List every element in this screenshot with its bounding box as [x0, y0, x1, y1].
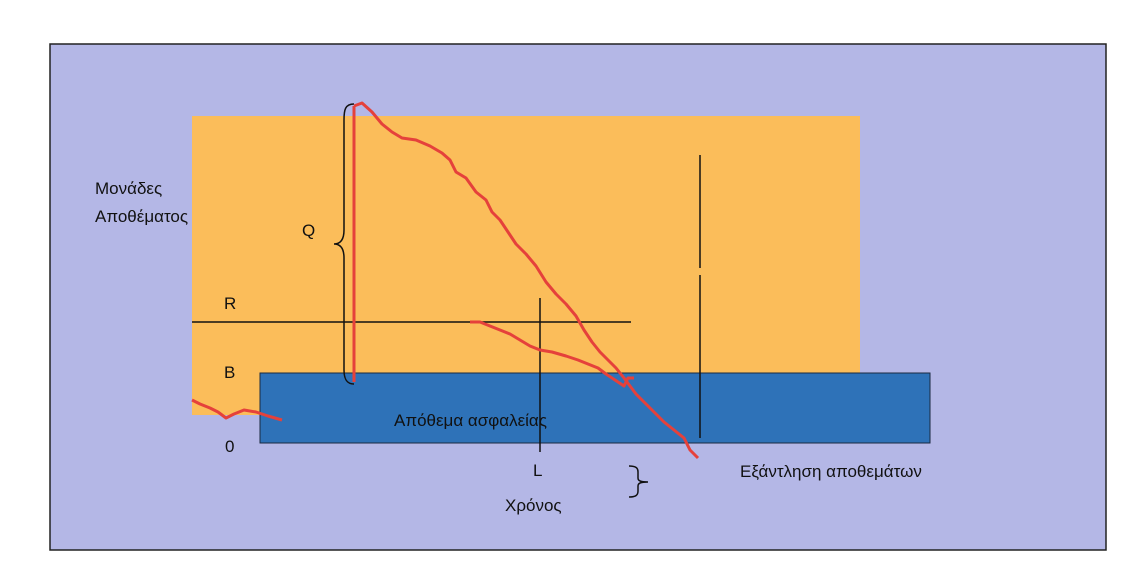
- zero-label: 0: [225, 437, 234, 456]
- q-brace: [333, 103, 355, 385]
- alternate-depletion-curve: [470, 320, 634, 388]
- x-axis-label: Χρόνος: [505, 496, 562, 515]
- b-label: B: [224, 363, 235, 382]
- stockout-brace: [628, 465, 649, 498]
- q-label: Q: [302, 221, 315, 240]
- stockout-label: Εξάντληση αποθεμάτων: [740, 462, 922, 481]
- safety-stock-label: Απόθεμα ασφαλείας: [394, 411, 547, 430]
- depletion-curve: [353, 101, 700, 460]
- origin-squiggle: [191, 398, 283, 422]
- inventory-area: [192, 116, 860, 415]
- y-axis-label-line1: Μονάδες: [95, 179, 162, 198]
- y-axis-label-line2: Αποθέματος: [95, 207, 188, 226]
- r-label: R: [224, 294, 236, 313]
- lead-time-label: L: [533, 461, 542, 480]
- safety-stock-area: [259, 372, 931, 444]
